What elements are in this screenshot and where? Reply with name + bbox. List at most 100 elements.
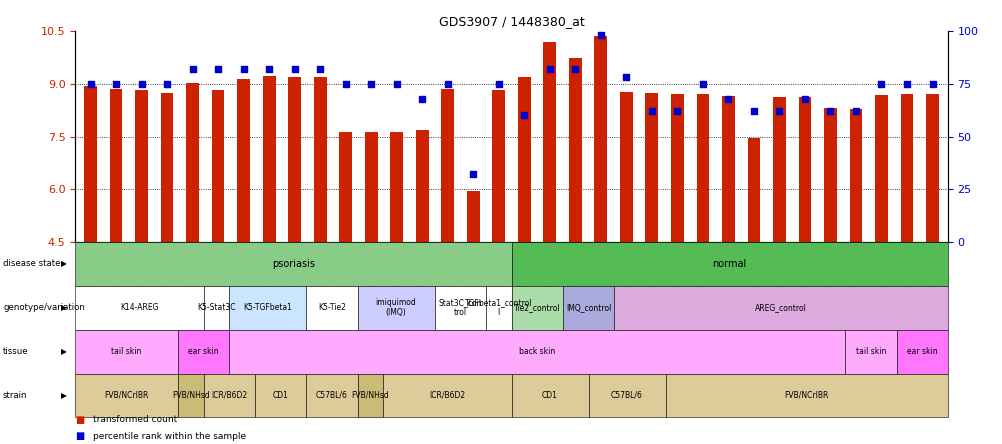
Point [873, 80, 889, 87]
Bar [365, 132, 377, 242]
Text: transformed count: transformed count [93, 415, 177, 424]
Title: GDS3907 / 1448380_at: GDS3907 / 1448380_at [438, 16, 584, 28]
Text: ▶: ▶ [61, 259, 67, 269]
Text: ear skin: ear skin [906, 347, 937, 356]
Point [261, 66, 277, 73]
Text: normal: normal [711, 259, 746, 269]
Text: disease state: disease state [3, 259, 60, 269]
Point [822, 108, 838, 115]
Bar [543, 42, 556, 242]
Text: back skin: back skin [519, 347, 555, 356]
Text: tissue: tissue [3, 347, 29, 356]
Bar [441, 89, 454, 242]
Point [82, 80, 98, 87]
Point [668, 108, 684, 115]
Text: CD1: CD1 [273, 391, 289, 400]
Bar [237, 79, 249, 242]
Text: genotype/variation: genotype/variation [3, 303, 85, 312]
Bar [874, 95, 887, 242]
Bar [517, 77, 530, 242]
Bar [594, 36, 606, 242]
Text: TGFbeta1_control
l: TGFbeta1_control l [464, 298, 532, 317]
Text: ▶: ▶ [61, 347, 67, 356]
Point [312, 66, 328, 73]
Text: Stat3C_con
trol: Stat3C_con trol [438, 298, 481, 317]
Bar [390, 132, 403, 242]
Bar [492, 90, 505, 242]
Text: CD1: CD1 [541, 391, 557, 400]
Bar [721, 96, 734, 242]
Point [797, 95, 813, 102]
Text: ■: ■ [75, 432, 84, 441]
Bar [416, 130, 428, 242]
Text: FVB/NCrIBR: FVB/NCrIBR [104, 391, 148, 400]
Bar [568, 59, 581, 242]
Bar [84, 86, 97, 242]
Bar [619, 91, 632, 242]
Point [465, 171, 481, 178]
Text: ICR/B6D2: ICR/B6D2 [429, 391, 465, 400]
Bar [645, 93, 657, 242]
Text: IMQ_control: IMQ_control [565, 303, 610, 312]
Point [541, 66, 557, 73]
Text: K5-Stat3C: K5-Stat3C [197, 303, 235, 312]
Text: C57BL/6: C57BL/6 [316, 391, 348, 400]
Point [617, 74, 633, 81]
Text: ▶: ▶ [61, 391, 67, 400]
Point [363, 80, 379, 87]
Text: K14-AREG: K14-AREG [120, 303, 158, 312]
Bar [849, 109, 862, 242]
Point [235, 66, 252, 73]
Bar [109, 89, 122, 242]
Point [643, 108, 659, 115]
Point [439, 80, 455, 87]
Text: K5-TGFbeta1: K5-TGFbeta1 [243, 303, 292, 312]
Bar [211, 90, 224, 242]
Point [490, 80, 506, 87]
Text: psoriasis: psoriasis [272, 259, 315, 269]
Point [567, 66, 583, 73]
Point [338, 80, 354, 87]
Point [847, 108, 863, 115]
Text: ▶: ▶ [61, 303, 67, 312]
Text: FVB/NHsd: FVB/NHsd [171, 391, 209, 400]
Bar [900, 94, 913, 242]
Text: AREG_control: AREG_control [755, 303, 807, 312]
Bar [670, 94, 683, 242]
Point [719, 95, 735, 102]
Text: tail skin: tail skin [855, 347, 885, 356]
Text: Tie2_control: Tie2_control [513, 303, 560, 312]
Point [133, 80, 149, 87]
Bar [798, 97, 811, 242]
Bar [695, 94, 708, 242]
Bar [746, 138, 760, 242]
Point [209, 66, 225, 73]
Text: imiquimod
(IMQ): imiquimod (IMQ) [376, 298, 416, 317]
Text: K5-Tie2: K5-Tie2 [318, 303, 346, 312]
Bar [925, 94, 938, 242]
Point [898, 80, 914, 87]
Point [287, 66, 303, 73]
Text: FVB/NHsd: FVB/NHsd [351, 391, 389, 400]
Bar [339, 132, 352, 242]
Point [516, 112, 532, 119]
Point [184, 66, 200, 73]
Text: C57BL/6: C57BL/6 [610, 391, 642, 400]
Bar [824, 108, 836, 242]
Point [108, 80, 124, 87]
Bar [263, 76, 276, 242]
Bar [135, 90, 148, 242]
Point [389, 80, 405, 87]
Point [159, 80, 175, 87]
Point [592, 32, 608, 39]
Text: ear skin: ear skin [188, 347, 218, 356]
Point [694, 80, 710, 87]
Bar [314, 78, 327, 242]
Text: tail skin: tail skin [111, 347, 141, 356]
Point [771, 108, 787, 115]
Point [745, 108, 762, 115]
Bar [773, 97, 785, 242]
Text: ■: ■ [75, 415, 84, 424]
Text: ICR/B6D2: ICR/B6D2 [211, 391, 247, 400]
Text: percentile rank within the sample: percentile rank within the sample [93, 432, 246, 441]
